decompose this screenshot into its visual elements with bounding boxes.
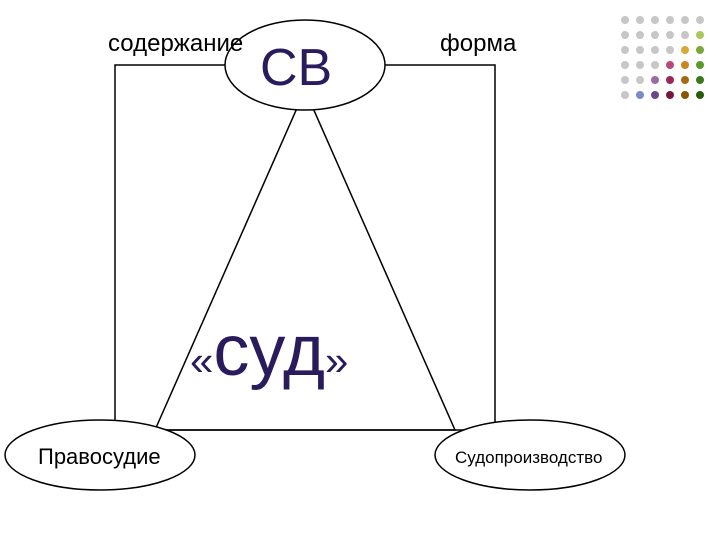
- label-center: «суд»: [190, 310, 348, 392]
- label-top-left: содержание: [108, 30, 243, 58]
- label-bottom-left: Правосудие: [38, 444, 161, 470]
- label-bottom-right: Судопроизводство: [455, 448, 602, 468]
- label-top-center: СВ: [260, 38, 332, 98]
- diagram-canvas: содержание форма СВ «суд» Правосудие Суд…: [0, 0, 720, 540]
- dot-grid: [621, 16, 704, 99]
- label-top-right: форма: [440, 30, 516, 58]
